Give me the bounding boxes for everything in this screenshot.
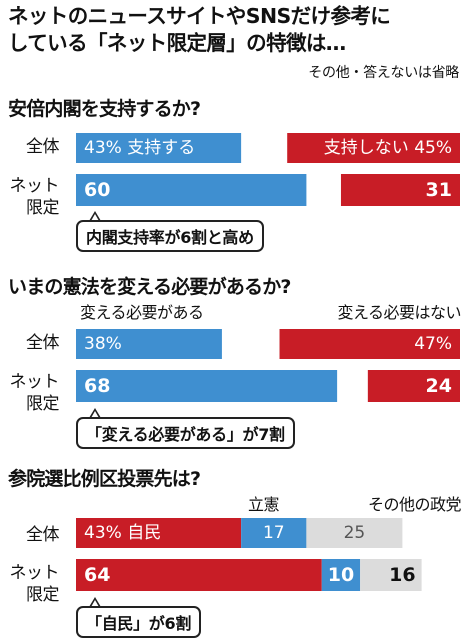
omission-note: その他・答えないは省略	[308, 65, 459, 81]
q1-bar-label-支持する-0: 43% 支持する	[84, 138, 195, 158]
q3-title: 参院選比例区投票先は?	[8, 468, 201, 490]
q3-legend-cdp: 立憲	[248, 495, 280, 514]
q3-bar-立憲-1	[321, 559, 361, 591]
q2-bar-変える必要がある-1	[76, 370, 338, 402]
q2-title: いまの憲法を変える必要があるか?	[8, 276, 291, 298]
q2-annotation: 「変える必要がある」が7割	[76, 417, 295, 449]
q2-bar-変える必要はない-1	[367, 370, 460, 402]
q1-annotation: 内閣支持率が6割と高め	[76, 220, 264, 252]
q1-callout-pointer	[89, 211, 101, 221]
q1-title: 安倍内閣を支持するか?	[8, 98, 201, 120]
q2-callout-pointer	[89, 408, 101, 418]
q3-bar-立憲-0	[241, 518, 307, 548]
q2-bar-変える必要はない-0	[279, 329, 460, 359]
q1-row-all-label: 全体	[26, 137, 60, 157]
q1-bar-支持しない-0	[287, 133, 460, 163]
q1-row-net-label-1: ネット	[9, 176, 60, 196]
q1-bar-label-支持する-1: 60	[84, 179, 110, 201]
q1-bar-支持しない-1	[340, 174, 460, 206]
q2-row-all-label: 全体	[26, 333, 60, 353]
q3-row-net-label-2: 限定	[26, 585, 60, 605]
q3-bar-label-自民-0: 43% 自民	[84, 523, 161, 543]
q2-bar-label-変える必要がある-1: 68	[84, 375, 110, 397]
chart-title-line1: ネットのニュースサイトやSNSだけ参考に	[8, 4, 391, 28]
q1-bar-label-支持しない-0: 支持しない 45%	[324, 138, 452, 158]
q3-bar-label-立憲-1: 10	[328, 564, 354, 586]
q1-bar-label-支持しない-1: 31	[426, 179, 452, 201]
q1-row-net-label-2: 限定	[26, 198, 60, 218]
q2-bar-label-変える必要はない-1: 24	[426, 375, 452, 397]
q2-bar-label-変える必要はない-0: 47%	[414, 334, 452, 354]
q3-bar-label-その他の政党-0: 25	[344, 523, 366, 543]
q3-bar-自民-1	[76, 559, 322, 591]
q2-bar-変える必要がある-0	[76, 329, 222, 359]
q2-row-net-label-1: ネット	[9, 372, 60, 392]
q2-legend-no: 変える必要はない	[337, 303, 461, 322]
q3-bar-その他の政党-1	[360, 559, 422, 591]
q3-row-net-label-1: ネット	[9, 563, 60, 583]
q3-bar-その他の政党-0	[306, 518, 403, 548]
q3-annotation: 「自民」が6割	[76, 606, 202, 638]
q2-row-net-label-2: 限定	[26, 394, 60, 414]
q3-callout-pointer	[89, 597, 101, 607]
chart-title-line2: している「ネット限定層」の特徴は…	[8, 31, 346, 55]
q1-bar-支持する-1	[76, 174, 307, 206]
q3-bar-自民-0	[76, 518, 242, 548]
q3-row-all-label: 全体	[26, 525, 60, 545]
q2-bar-label-変える必要がある-0: 38%	[84, 334, 122, 354]
q1-bar-支持する-0	[76, 133, 242, 163]
q2-legend-yes: 変える必要がある	[80, 303, 204, 322]
q3-bar-label-その他の政党-1: 16	[389, 564, 415, 586]
q3-legend-others: その他の政党	[367, 495, 462, 514]
q3-bar-label-自民-1: 64	[84, 564, 110, 586]
q3-bar-label-立憲-0: 17	[263, 523, 285, 543]
